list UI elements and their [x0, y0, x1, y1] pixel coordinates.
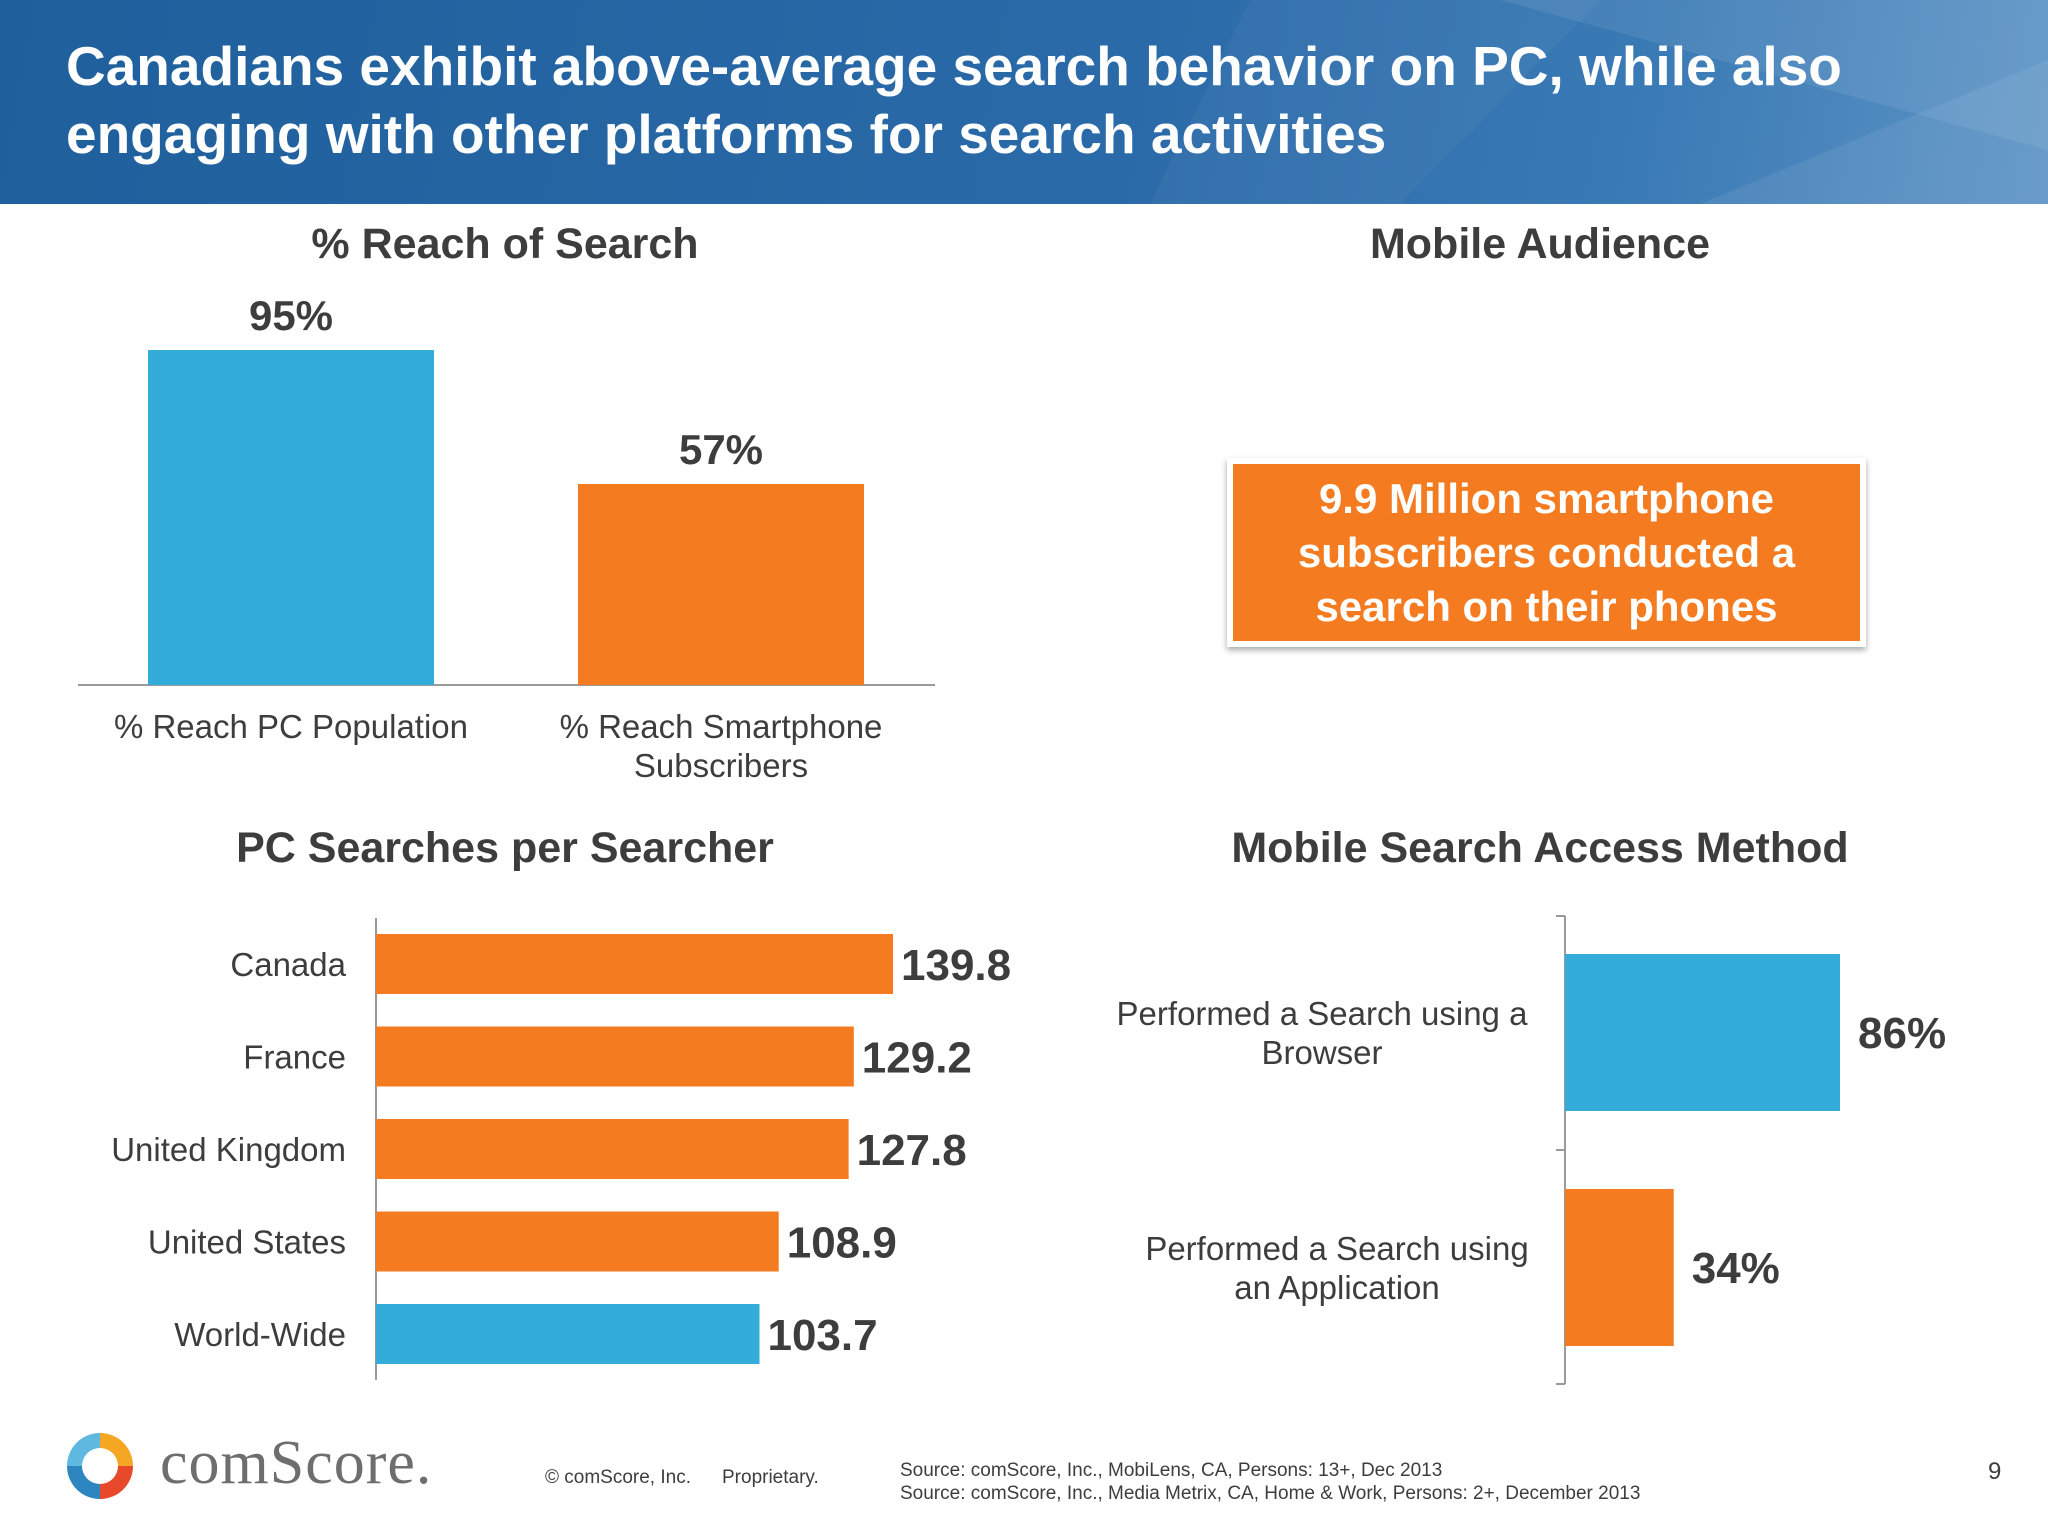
access-value-label: 86% — [1858, 1009, 1946, 1058]
pc-searches-bar — [376, 1119, 849, 1179]
banner-decoration — [1150, 0, 2048, 204]
pc-searches-value-label: 127.8 — [857, 1126, 967, 1175]
access-bar — [1565, 1189, 1674, 1346]
page-number: 9 — [1988, 1458, 2002, 1485]
pc-searches-value-label: 108.9 — [787, 1219, 897, 1268]
mobile-audience-title: Mobile Audience — [1369, 220, 1711, 268]
reach-bar-label: 57% — [679, 426, 763, 473]
pc-searches-value-label: 139.8 — [901, 941, 1011, 990]
title-banner: Canadians exhibit above-average search b… — [0, 0, 2048, 204]
proprietary-text: Proprietary. — [722, 1467, 819, 1488]
pc-searches-category-label: World-Wide — [174, 1316, 346, 1353]
pc-searches-value-label: 129.2 — [862, 1034, 972, 1083]
pc-searches-bar — [376, 1304, 760, 1364]
access-category-label: Performed a Search using a Browser — [1117, 995, 1529, 1071]
comscore-logo-text: comScore. — [160, 1429, 433, 1497]
copyright-text: © comScore, Inc. — [545, 1467, 691, 1488]
pc-searches-bar — [376, 934, 893, 994]
reach-bar — [148, 350, 434, 685]
pc-searches-bar — [376, 1026, 854, 1087]
pc-searches-bar — [376, 1211, 779, 1272]
pc-searches-category-label: United Kingdom — [111, 1131, 346, 1168]
reach-bar-label: 95% — [249, 292, 333, 339]
pc-searches-category-label: Canada — [230, 946, 346, 983]
comscore-logo-icon — [67, 1433, 133, 1499]
reach-bar — [578, 484, 864, 685]
source-line-2: Source: comScore, Inc., Media Metrix, CA… — [900, 1483, 1641, 1504]
reach-chart-title: % Reach of Search — [311, 220, 699, 268]
page-title: Canadians exhibit above-average search b… — [66, 35, 1842, 165]
access-category-label: Performed a Search using an Application — [1145, 1230, 1528, 1306]
pc-searches-category-label: France — [243, 1039, 346, 1076]
pc-searches-value-label: 103.7 — [767, 1311, 877, 1360]
access-bar — [1565, 954, 1840, 1111]
reach-category-label: % Reach Smartphone Subscribers — [560, 708, 883, 784]
smartphone-search-callout: 9.9 Million smartphone subscribers condu… — [1227, 458, 1866, 647]
pc-searches-title: PC Searches per Searcher — [236, 824, 774, 872]
pc-searches-category-label: United States — [148, 1224, 346, 1261]
access-value-label: 34% — [1692, 1244, 1780, 1293]
reach-category-label: % Reach PC Population — [114, 708, 468, 745]
source-line-1: Source: comScore, Inc., MobiLens, CA, Pe… — [900, 1460, 1443, 1481]
access-method-title: Mobile Search Access Method — [1231, 824, 1849, 872]
